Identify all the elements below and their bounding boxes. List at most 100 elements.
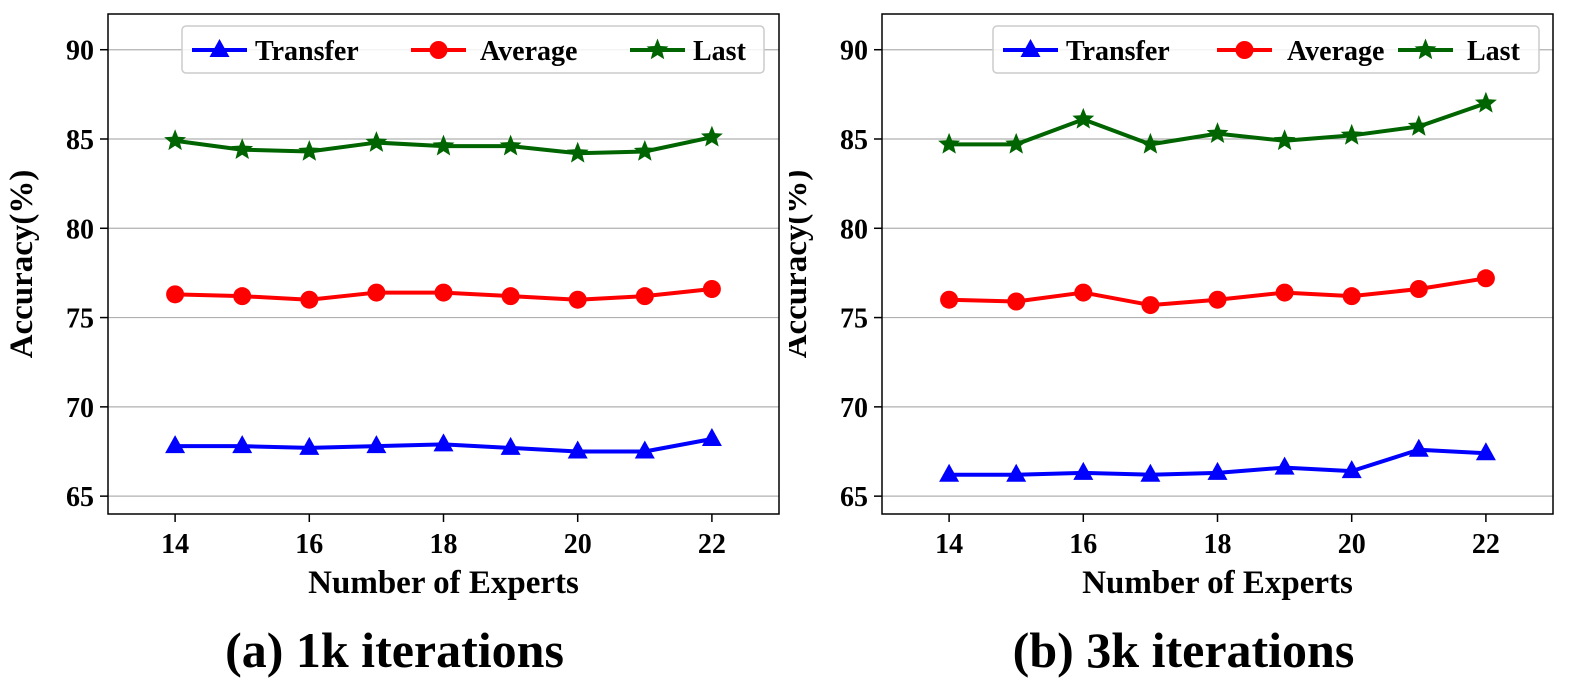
x-tick-label: 20 [1338, 529, 1366, 560]
x-tick-label: 18 [430, 529, 458, 560]
data-point [634, 440, 655, 459]
y-tick-label: 70 [840, 393, 868, 424]
legend-marker [1414, 38, 1437, 60]
legend-label: Transfer [255, 36, 359, 67]
x-tick-label: 20 [564, 529, 592, 560]
x-axis: 14 16 18 20 22 [161, 514, 726, 560]
legend-label: Transfer [1066, 36, 1170, 67]
gridlines [108, 49, 779, 497]
legend: Transfer Average Last [992, 25, 1540, 74]
data-point [1476, 269, 1495, 288]
y-axis-label: Accuracy(%) [4, 170, 40, 359]
data-point [501, 287, 520, 306]
y-tick-label: 90 [840, 36, 868, 67]
data-point [1072, 107, 1095, 129]
legend-marker [1235, 41, 1254, 59]
data-point [701, 428, 722, 446]
data-point [633, 140, 656, 161]
y-axis: 65 70 75 80 85 90 [66, 36, 108, 513]
data-point [1273, 129, 1296, 151]
series-transfer [939, 438, 1496, 482]
data-point [1141, 296, 1160, 315]
data-point [1074, 283, 1093, 302]
data-point [1342, 287, 1361, 306]
x-axis-label: Number of Experts [1082, 565, 1353, 601]
data-point [568, 290, 587, 309]
data-point [432, 134, 455, 156]
data-point [1208, 290, 1227, 309]
data-point [1474, 91, 1497, 113]
data-point [1207, 461, 1228, 480]
data-point [365, 131, 388, 152]
data-point [635, 287, 654, 306]
data-point [232, 435, 253, 454]
y-tick-label: 70 [66, 393, 94, 424]
data-point [1006, 463, 1027, 482]
legend-marker [1020, 39, 1041, 57]
data-point [938, 132, 961, 154]
data-point [164, 129, 187, 151]
y-tick-label: 75 [66, 304, 94, 335]
y-tick-label: 65 [66, 482, 94, 513]
series-average [940, 269, 1495, 315]
plot-frame [107, 13, 780, 515]
data-point [165, 435, 186, 454]
data-point [1073, 461, 1094, 480]
series-last [164, 125, 723, 163]
data-point [1007, 292, 1026, 311]
data-point [1206, 122, 1229, 143]
data-point [1408, 438, 1429, 457]
data-point [500, 436, 521, 455]
x-axis: 14 16 18 20 22 [935, 514, 1500, 560]
data-point [300, 290, 319, 309]
data-point [1475, 442, 1496, 461]
data-point [1005, 132, 1028, 154]
data-point [434, 283, 453, 302]
x-tick-label: 22 [1472, 529, 1500, 560]
plot-frame [881, 13, 1554, 515]
data-point [1341, 460, 1362, 479]
data-point [702, 280, 721, 298]
data-point [299, 436, 320, 455]
x-tick-label: 22 [698, 529, 726, 560]
legend-label: Average [480, 36, 577, 67]
data-point [1409, 280, 1428, 298]
data-point [1275, 283, 1294, 302]
legend-label: Average [1287, 36, 1384, 67]
data-point [1340, 123, 1363, 145]
data-point [499, 134, 522, 156]
y-axis-label: Accuracy(%) [789, 170, 814, 359]
y-tick-label: 85 [66, 125, 94, 156]
data-point [298, 140, 321, 161]
chart-caption: (b) 3k iterations [1012, 622, 1355, 678]
data-point [166, 285, 185, 304]
y-tick-label: 80 [840, 214, 868, 245]
data-point [939, 463, 960, 482]
x-tick-label: 18 [1204, 529, 1232, 560]
data-point [233, 287, 252, 306]
y-tick-label: 90 [66, 36, 94, 67]
data-point [1139, 132, 1162, 154]
x-tick-label: 14 [935, 529, 963, 560]
x-tick-label: 16 [1069, 529, 1097, 560]
data-point [1140, 463, 1161, 482]
legend-box [181, 25, 765, 74]
data-point [367, 283, 386, 302]
x-axis-label: Number of Experts [308, 565, 579, 601]
chart-panel-1k: 65 70 75 80 85 90 14 16 18 20 22 Number of Experts A… [4, 13, 780, 678]
legend-label: Last [693, 36, 747, 67]
y-tick-label: 65 [840, 482, 868, 513]
data-point [940, 290, 959, 309]
data-point [567, 440, 588, 459]
chart-svg-1k: 65 70 75 80 85 90 14 16 18 20 22 Number of Experts A… [4, 13, 780, 601]
x-tick-label: 16 [295, 529, 323, 560]
data-point [566, 141, 589, 163]
data-point [1274, 456, 1295, 475]
y-tick-label: 80 [66, 214, 94, 245]
legend-marker [646, 38, 669, 60]
data-point [366, 435, 387, 454]
legend-label: Last [1467, 36, 1521, 67]
legend-marker [429, 41, 448, 59]
y-axis: 65 70 75 80 85 90 [840, 36, 882, 513]
legend-marker [209, 39, 230, 57]
